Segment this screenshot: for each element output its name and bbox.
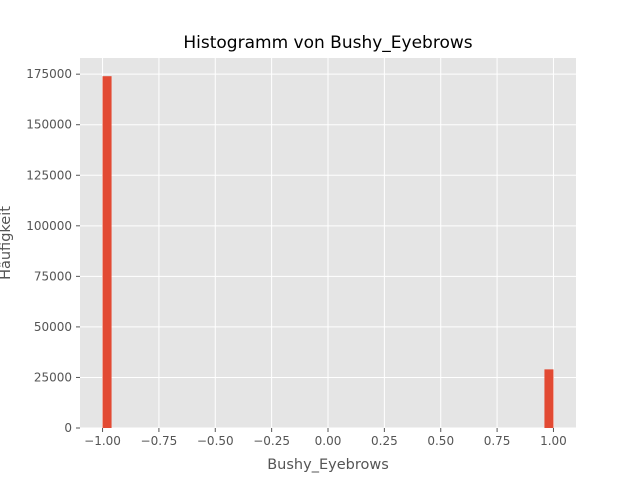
- y-tick-label: 125000: [26, 168, 72, 182]
- x-tick-label: 0.00: [315, 434, 342, 448]
- y-tick-label: 175000: [26, 67, 72, 81]
- x-tick-label: −0.50: [197, 434, 234, 448]
- y-tick-label: 100000: [26, 219, 72, 233]
- x-axis-label: Bushy_Eyebrows: [267, 457, 389, 473]
- y-tick-label: 25000: [34, 370, 72, 384]
- x-tick-label: −0.25: [253, 434, 290, 448]
- y-tick-label: 0: [64, 421, 72, 435]
- x-tick-label: 1.00: [540, 434, 567, 448]
- y-axis-label: Häufigkeit: [0, 206, 14, 280]
- x-tick-label: −1.00: [84, 434, 121, 448]
- histogram-bar: [544, 369, 554, 428]
- histogram-bar: [102, 76, 112, 429]
- axis-ticks: −1.00 −0.75 −0.50 −0.25 0.00 0.25 0.50 0.75 1.00…: [26, 67, 567, 448]
- y-tick-label: 150000: [26, 118, 72, 132]
- chart-title: Histogramm von Bushy_Eyebrows: [183, 33, 472, 53]
- y-tick-label: 50000: [34, 320, 72, 334]
- x-tick-label: 0.25: [371, 434, 398, 448]
- x-tick-label: −0.75: [141, 434, 178, 448]
- x-tick-label: 0.75: [484, 434, 511, 448]
- x-tick-label: 0.50: [427, 434, 454, 448]
- y-tick-label: 75000: [34, 269, 72, 283]
- histogram-bars: [102, 76, 554, 429]
